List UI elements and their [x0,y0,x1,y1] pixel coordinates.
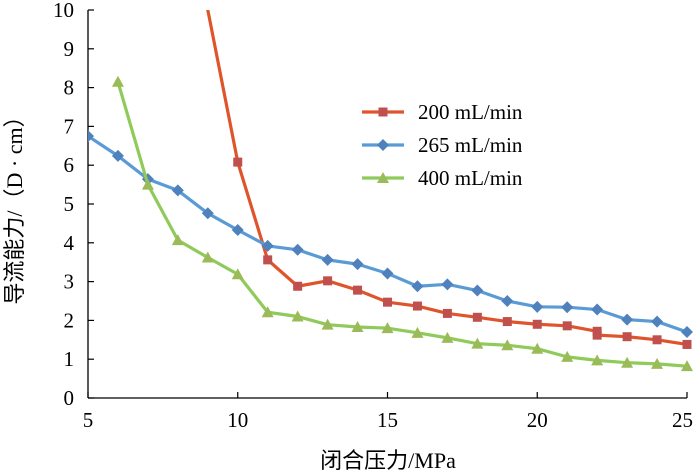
data-point [561,301,574,314]
data-point [531,342,544,354]
data-point [231,268,244,280]
x-axis-title: 闭合压力/MPa [320,448,456,473]
data-point [351,320,364,332]
data-point [201,251,214,263]
y-tick-label: 0 [64,386,75,410]
data-point [411,280,424,293]
legend-marker [377,172,389,183]
data-point [441,331,454,343]
y-axis-title: 导流能力/（D · cm） [2,105,27,304]
data-point [412,301,422,311]
data-point [622,332,632,342]
y-tick-label: 7 [64,114,75,138]
data-point [682,339,692,349]
data-point [111,149,124,162]
data-point [651,357,664,369]
data-point [531,300,544,313]
data-point [321,318,334,330]
data-point [591,303,604,316]
y-tick-label: 2 [64,308,75,332]
data-point [501,295,514,307]
legend: 200 mL/min 265 mL/min 400 mL/min [362,100,523,190]
data-point [501,339,514,351]
data-point [88,130,94,143]
data-point [681,360,693,372]
data-point [261,239,274,252]
data-point [141,178,154,190]
legend-marker [377,139,389,151]
data-point [381,322,394,334]
data-point [291,243,304,256]
data-point [321,253,334,266]
legend-marker [378,107,388,117]
data-point [291,310,304,322]
data-point [261,306,274,318]
y-tick-label: 3 [64,270,75,294]
x-tick-label: 10 [227,408,248,432]
y-tick-label: 10 [53,0,74,22]
data-point [532,319,542,329]
data-point [592,330,602,340]
data-point [171,184,184,197]
data-point [411,326,424,338]
data-point [562,321,572,331]
data-point [293,281,303,291]
data-point [442,308,452,318]
data-point [621,313,634,326]
data-point [353,285,363,295]
x-tick-label: 5 [83,408,94,432]
data-point [201,207,214,220]
y-tick-label: 8 [64,76,75,100]
data-point [233,157,243,167]
y-tick-label: 4 [64,231,75,255]
series-1 [206,10,692,349]
x-tick-label: 15 [377,408,398,432]
legend-item: 265 mL/min [362,133,523,157]
y-tick-label: 5 [64,192,75,216]
series-line [206,10,689,347]
data-point [231,223,244,236]
data-point [323,276,333,286]
data-point [263,255,273,265]
legend-label: 400 mL/min [418,166,523,190]
x-tick-label: 20 [527,408,548,432]
y-tick-label: 6 [64,153,75,177]
data-point [561,350,574,362]
y-tick-label: 9 [64,37,75,61]
data-point [381,267,394,280]
data-point [621,356,634,368]
data-point [351,258,364,271]
data-point [502,317,512,327]
axes: 0 1 2 3 4 5 6 7 8 9 10 5 10 15 20 25 [53,0,693,432]
data-point [591,354,604,366]
data-point [171,234,184,246]
data-point [441,278,454,291]
series-layer [88,10,693,372]
y-tick-label: 1 [64,347,75,371]
x-tick-label: 25 [672,408,693,432]
data-point [471,337,484,349]
data-point [471,284,484,297]
series-line [116,80,689,368]
data-point [383,297,392,307]
legend-label: 200 mL/min [418,100,523,124]
data-point [111,75,124,87]
legend-label: 265 mL/min [418,133,523,157]
data-point [651,315,664,328]
legend-item: 400 mL/min [362,166,523,190]
series-3 [111,75,693,372]
data-point [652,335,662,345]
data-point [681,326,693,339]
data-point [472,312,482,322]
legend-item: 200 mL/min [362,100,523,124]
